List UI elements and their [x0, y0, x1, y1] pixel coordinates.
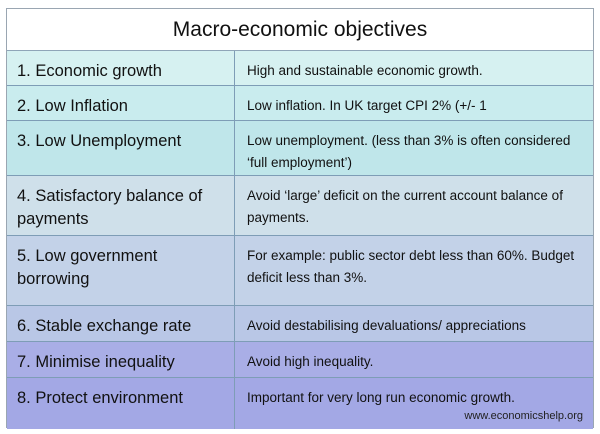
table-row: 8. Protect environment Important for ver…	[7, 378, 593, 429]
description-cell: Low unemployment. (less than 3% is often…	[247, 133, 571, 170]
objective-cell: 8. Protect environment	[7, 378, 235, 429]
table-row: 6. Stable exchange rate Avoid destabilis…	[7, 306, 593, 342]
objective-cell: 5. Low government borrowing	[7, 236, 235, 305]
objective-cell: 1. Economic growth	[7, 51, 235, 85]
objective-cell: 6. Stable exchange rate	[7, 306, 235, 341]
objectives-table: Macro-economic objectives 1. Economic gr…	[6, 8, 594, 429]
table-row: 7. Minimise inequality Avoid high inequa…	[7, 342, 593, 378]
table-row: 5. Low government borrowing For example:…	[7, 236, 593, 306]
description-cell: Important for very long run economic gro…	[247, 390, 515, 405]
description-cell: High and sustainable economic growth.	[247, 63, 483, 78]
description-cell: For example: public sector debt less tha…	[247, 248, 575, 285]
table-row: 3. Low Unemployment Low unemployment. (l…	[7, 121, 593, 176]
table-title: Macro-economic objectives	[7, 9, 593, 51]
objective-cell: 3. Low Unemployment	[7, 121, 235, 175]
table-row: 1. Economic growth High and sustainable …	[7, 51, 593, 86]
objective-cell: 7. Minimise inequality	[7, 342, 235, 377]
table-row: 4. Satisfactory balance of payments Avoi…	[7, 176, 593, 236]
objective-cell: 4. Satisfactory balance of payments	[7, 176, 235, 235]
description-cell: Low inflation. In UK target CPI 2% (+/- …	[247, 98, 487, 113]
description-cell: Avoid high inequality.	[247, 354, 374, 369]
description-cell: Avoid ‘large’ deficit on the current acc…	[247, 188, 563, 225]
table-row: 2. Low Inflation Low inflation. In UK ta…	[7, 86, 593, 121]
objective-cell: 2. Low Inflation	[7, 86, 235, 120]
source-credit: www.economicshelp.org	[464, 410, 583, 422]
description-cell: Avoid destabilising devaluations/ apprec…	[247, 318, 526, 333]
